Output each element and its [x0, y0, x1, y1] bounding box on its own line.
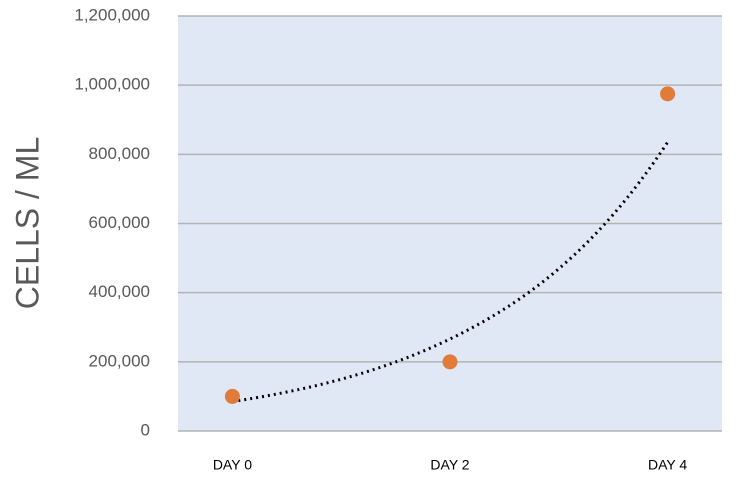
y-tick-label: 1,200,000: [74, 5, 150, 24]
y-tick-label: 600,000: [89, 213, 150, 232]
trendline: [232, 141, 669, 404]
y-axis-label: CELLS / ML: [9, 137, 45, 310]
y-tick-label: 0: [141, 420, 150, 439]
y-tick-label: 800,000: [89, 144, 150, 163]
x-tick-label: DAY 2: [430, 457, 469, 473]
y-tick-label: 400,000: [89, 282, 150, 301]
x-tick-label: DAY 4: [648, 457, 687, 473]
y-tick-label: 200,000: [89, 351, 150, 370]
point: [224, 388, 240, 404]
y-tick-label: 1,000,000: [74, 75, 150, 94]
point: [442, 354, 458, 370]
point: [660, 86, 676, 102]
x-tick-label: DAY 0: [213, 457, 252, 473]
